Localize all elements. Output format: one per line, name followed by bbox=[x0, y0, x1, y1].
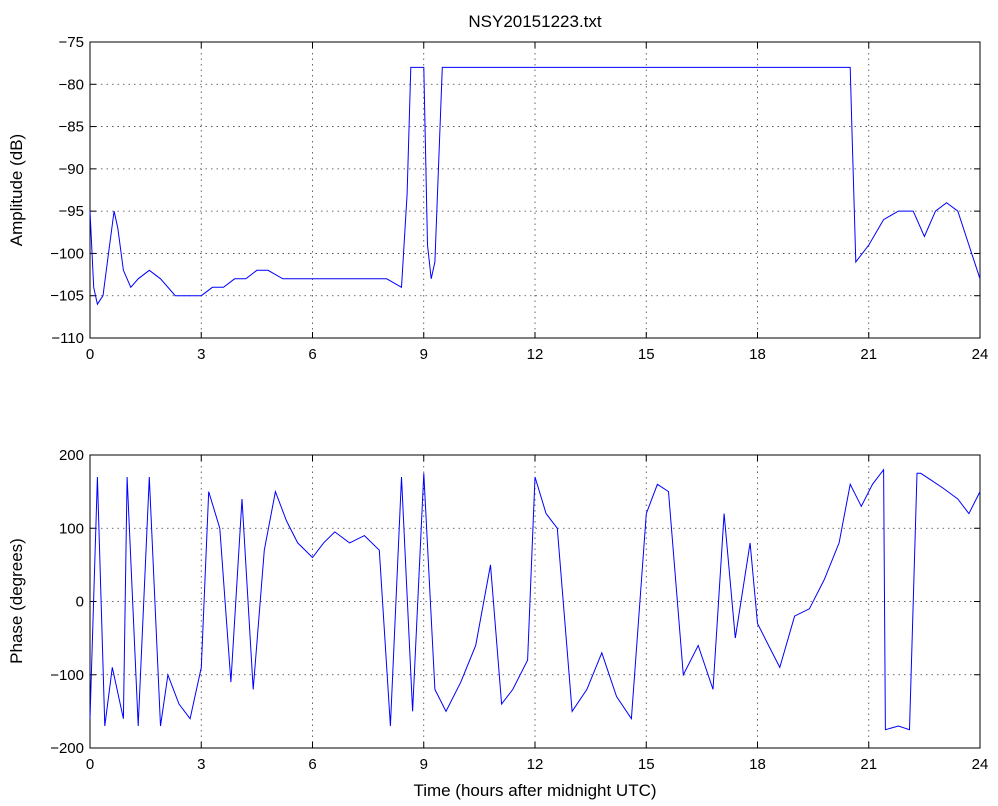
phase-x-tick-label: 21 bbox=[860, 756, 877, 773]
phase-y-tick-label: 200 bbox=[59, 447, 84, 464]
amplitude-x-tick-labels: 0 3 6 9 12 15 18 21 24 bbox=[86, 346, 989, 363]
amplitude-y-tick-label: −75 bbox=[59, 34, 84, 51]
phase-tick-marks bbox=[89, 454, 981, 749]
amplitude-x-tick-label: 21 bbox=[860, 346, 877, 363]
phase-x-tick-label: 12 bbox=[527, 756, 544, 773]
amplitude-plot-frame bbox=[89, 41, 981, 339]
phase-axes: 0 3 6 9 12 15 18 21 24 200 100 0 −100 −200 Time (hou… bbox=[7, 447, 988, 800]
phase-x-tick-label: 3 bbox=[197, 756, 205, 773]
phase-x-tick-label: 9 bbox=[420, 756, 428, 773]
phase-x-tick-label: 18 bbox=[749, 756, 766, 773]
amplitude-y-tick-labels: −75 −80 −85 −90 −95 −100 −105 −110 bbox=[50, 34, 84, 347]
amplitude-x-tick-label: 3 bbox=[197, 346, 205, 363]
phase-x-tick-label: 0 bbox=[86, 756, 94, 773]
phase-y-tick-label: 0 bbox=[76, 594, 84, 611]
phase-series bbox=[89, 468, 981, 731]
amplitude-y-tick-label: −95 bbox=[59, 203, 84, 220]
phase-series-line bbox=[89, 468, 981, 731]
amplitude-x-tick-label: 0 bbox=[86, 346, 94, 363]
amplitude-x-tick-label: 12 bbox=[527, 346, 544, 363]
amplitude-y-tick-label: −105 bbox=[50, 288, 84, 305]
phase-x-tick-label: 24 bbox=[972, 756, 989, 773]
phase-plot-frame bbox=[89, 454, 981, 749]
amplitude-y-tick-label: −90 bbox=[59, 161, 84, 178]
amplitude-axes: 0 3 6 9 12 15 18 21 24 −75 −80 −85 −90 −95 −100 −105 −1… bbox=[7, 12, 988, 363]
amplitude-y-tick-label: −85 bbox=[59, 119, 84, 136]
amplitude-x-tick-label: 9 bbox=[420, 346, 428, 363]
amplitude-y-tick-label: −100 bbox=[50, 245, 84, 262]
amplitude-x-tick-label: 6 bbox=[308, 346, 316, 363]
amplitude-series bbox=[89, 66, 981, 306]
phase-x-tick-label: 15 bbox=[638, 756, 655, 773]
amplitude-chart-title: NSY20151223.txt bbox=[468, 12, 602, 31]
amplitude-x-tick-label: 24 bbox=[972, 346, 989, 363]
phase-y-tick-label: −200 bbox=[50, 740, 84, 757]
phase-x-tick-label: 6 bbox=[308, 756, 316, 773]
phase-y-axis-label: Phase (degrees) bbox=[7, 538, 26, 664]
phase-x-axis-label: Time (hours after midnight UTC) bbox=[413, 781, 656, 800]
phase-y-tick-label: 100 bbox=[59, 520, 84, 537]
amplitude-y-tick-label: −110 bbox=[51, 330, 84, 347]
amplitude-series-line bbox=[89, 66, 981, 306]
amplitude-y-tick-label: −80 bbox=[59, 76, 84, 93]
amplitude-y-axis-label: Amplitude (dB) bbox=[7, 134, 26, 246]
phase-x-tick-labels: 0 3 6 9 12 15 18 21 24 bbox=[86, 756, 989, 773]
amplitude-x-tick-label: 18 bbox=[749, 346, 766, 363]
phase-y-tick-labels: 200 100 0 −100 −200 bbox=[50, 447, 84, 757]
amplitude-tick-marks bbox=[89, 41, 981, 339]
amplitude-x-tick-label: 15 bbox=[638, 346, 655, 363]
phase-y-tick-label: −100 bbox=[50, 667, 84, 684]
